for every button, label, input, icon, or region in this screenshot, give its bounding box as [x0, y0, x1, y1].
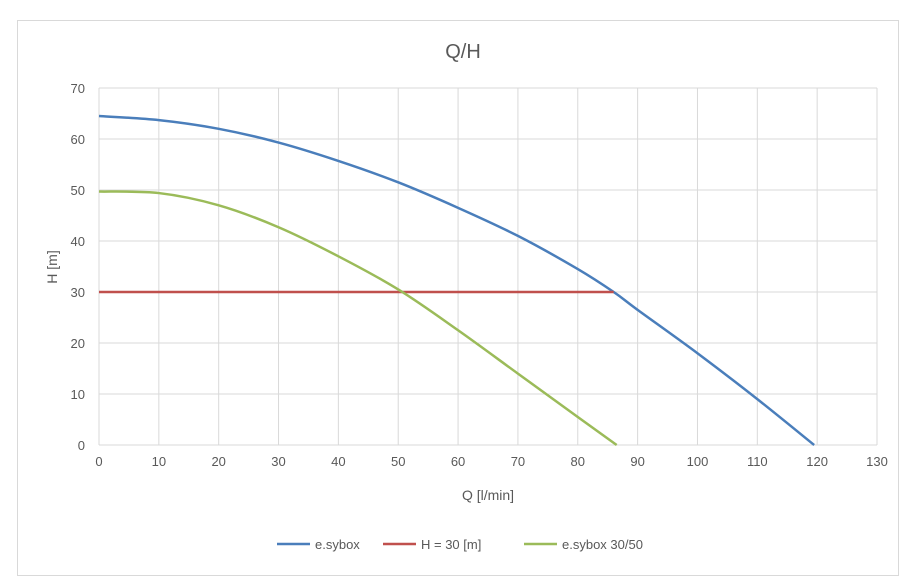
x-tick-label: 50 [391, 454, 405, 469]
y-tick-label: 70 [71, 81, 85, 96]
x-axis-label: Q [l/min] [462, 487, 514, 503]
y-tick-label: 30 [71, 285, 85, 300]
legend-label-h-30-m: H = 30 [m] [421, 537, 481, 552]
x-tick-label: 10 [152, 454, 166, 469]
x-tick-label: 100 [687, 454, 709, 469]
y-tick-label: 20 [71, 336, 85, 351]
legend-label-e-sybox-30-50: e.sybox 30/50 [562, 537, 643, 552]
x-tick-label: 40 [331, 454, 345, 469]
x-tick-label: 90 [630, 454, 644, 469]
x-tick-label: 110 [747, 454, 768, 469]
chart-title: Q/H [445, 41, 481, 63]
y-tick-label: 60 [71, 132, 85, 147]
y-tick-label: 10 [71, 387, 85, 402]
chart-frame [17, 20, 899, 576]
y-tick-label: 40 [71, 234, 85, 249]
x-tick-label: 80 [571, 454, 585, 469]
x-tick-label: 120 [806, 454, 828, 469]
x-tick-label: 0 [95, 454, 102, 469]
x-tick-label: 20 [211, 454, 225, 469]
x-tick-label: 130 [866, 454, 888, 469]
x-tick-label: 60 [451, 454, 465, 469]
series-line-e-sybox-30-50 [98, 190, 618, 447]
legend-label-e-sybox: e.sybox [315, 537, 360, 552]
x-tick-label: 30 [271, 454, 285, 469]
y-tick-label: 0 [78, 438, 85, 453]
y-axis-label: H [m] [44, 250, 60, 283]
series-line-e-sybox [98, 114, 815, 446]
y-tick-label: 50 [71, 183, 85, 198]
x-tick-label: 70 [511, 454, 525, 469]
